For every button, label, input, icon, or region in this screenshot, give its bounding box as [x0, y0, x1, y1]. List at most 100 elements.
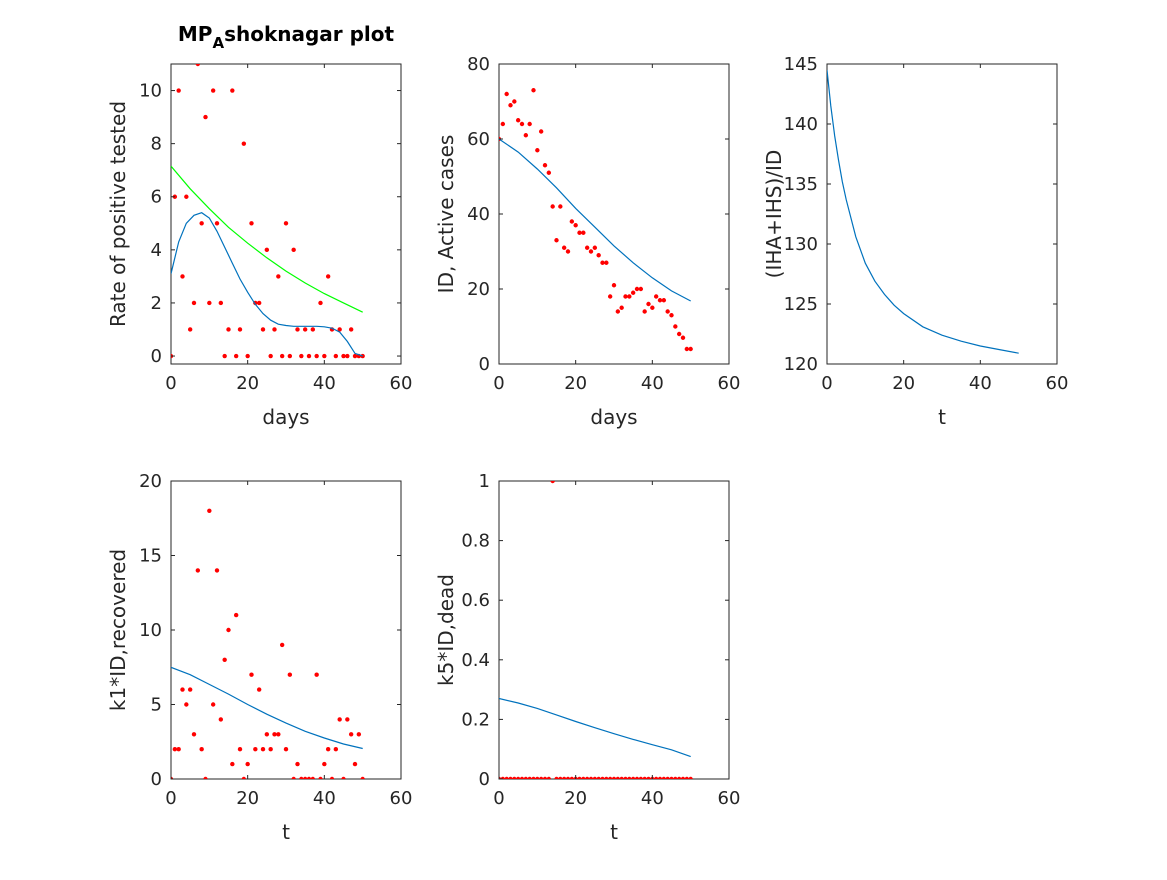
chart-4: 0 20 40 60 0 5 10 15 20 t k1*ID,recovered — [106, 471, 412, 844]
x-tick-label: 0 — [821, 373, 832, 394]
y-tick-label: 10 — [139, 620, 162, 641]
y-axis-label: k5*ID,dead — [434, 574, 458, 686]
data-point — [523, 133, 529, 138]
data-point — [325, 747, 331, 752]
data-point — [287, 353, 293, 359]
data-point — [588, 776, 594, 779]
data-point — [306, 776, 312, 779]
data-point — [272, 732, 277, 737]
y-tick-label: 6 — [151, 187, 162, 208]
data-point — [322, 353, 327, 359]
x-tick-label: 40 — [313, 788, 336, 809]
data-point — [171, 776, 174, 779]
data-point — [653, 776, 659, 779]
data-point — [325, 274, 331, 279]
data-point — [688, 776, 693, 779]
chart-2: 0 20 40 60 0 20 40 60 80 days ID, Active cases — [434, 54, 740, 429]
data-point — [596, 776, 601, 779]
data-point — [538, 129, 544, 134]
data-point — [184, 194, 189, 199]
data-point — [345, 717, 350, 722]
data-point — [592, 245, 598, 250]
axes-box — [826, 63, 1058, 365]
chart-title: MPAshoknagar plot — [178, 22, 395, 52]
data-point — [283, 221, 289, 226]
x-tick-label: 40 — [641, 373, 664, 394]
x-tick-label: 40 — [313, 373, 336, 394]
data-point — [187, 327, 193, 332]
data-point — [237, 747, 243, 752]
chart-title-subscript: A — [212, 34, 224, 52]
y-tick-label: 0 — [151, 346, 162, 367]
chart-5: 0 20 40 60 0 0.2 0.4 0.6 0.8 1 t k5*ID,dead — [434, 471, 740, 844]
data-point — [291, 247, 296, 253]
data-point — [348, 327, 354, 332]
data-point — [180, 274, 185, 279]
plot-area — [827, 69, 1019, 354]
data-point — [627, 294, 632, 299]
y-tick-label: 0 — [479, 769, 490, 790]
data-point — [314, 353, 319, 359]
y-tick-label: 120 — [784, 354, 818, 375]
y-tick-label: 20 — [139, 471, 162, 492]
data-point — [600, 776, 605, 779]
data-point — [673, 324, 678, 329]
data-point — [187, 687, 193, 692]
data-point — [611, 283, 617, 288]
data-point — [195, 64, 201, 67]
data-point — [337, 717, 342, 722]
data-point — [642, 309, 647, 314]
x-tick-label: 0 — [165, 373, 176, 394]
data-point — [214, 221, 220, 226]
data-point — [519, 121, 525, 127]
x-tick-label: 0 — [493, 788, 504, 809]
data-point — [527, 121, 532, 127]
y-tick-label: 130 — [784, 234, 818, 255]
y-tick-label: 10 — [139, 81, 162, 102]
data-point — [676, 776, 682, 779]
data-point — [665, 776, 670, 779]
y-tick-label: 0 — [479, 354, 490, 375]
y-tick-label: 80 — [467, 54, 490, 75]
data-point — [596, 253, 601, 258]
data-point — [241, 141, 247, 146]
x-tick-label: 20 — [892, 373, 915, 394]
data-point — [508, 103, 513, 108]
data-point — [619, 305, 624, 310]
data-point — [180, 687, 185, 692]
data-point — [195, 568, 201, 573]
series-line-model — [171, 666, 363, 750]
data-point — [650, 305, 655, 310]
data-point — [627, 776, 632, 779]
data-point — [607, 776, 613, 779]
data-point — [554, 776, 559, 779]
data-point — [203, 114, 208, 120]
data-point — [577, 230, 582, 235]
x-tick-label: 60 — [390, 373, 413, 394]
data-point — [615, 309, 621, 314]
data-point — [630, 290, 636, 295]
data-point — [341, 776, 346, 779]
y-tick-label: 15 — [139, 546, 162, 567]
y-tick-label: 60 — [467, 129, 490, 150]
data-point — [504, 776, 509, 779]
data-point — [218, 717, 224, 722]
data-point — [634, 286, 640, 292]
data-point — [680, 776, 686, 779]
data-point — [611, 776, 617, 779]
data-point — [623, 294, 628, 299]
plot-area — [499, 88, 693, 352]
data-point — [191, 732, 197, 737]
data-point — [268, 747, 273, 752]
data-point — [684, 346, 690, 352]
data-point — [333, 747, 339, 752]
data-point — [592, 776, 598, 779]
data-point — [642, 776, 647, 779]
data-point — [295, 761, 300, 767]
axes-box — [498, 480, 730, 780]
data-point — [283, 747, 289, 752]
data-point — [515, 118, 521, 123]
y-tick-label: 0.6 — [461, 590, 490, 611]
y-tick-label: 1 — [479, 471, 490, 492]
data-point — [260, 747, 266, 752]
